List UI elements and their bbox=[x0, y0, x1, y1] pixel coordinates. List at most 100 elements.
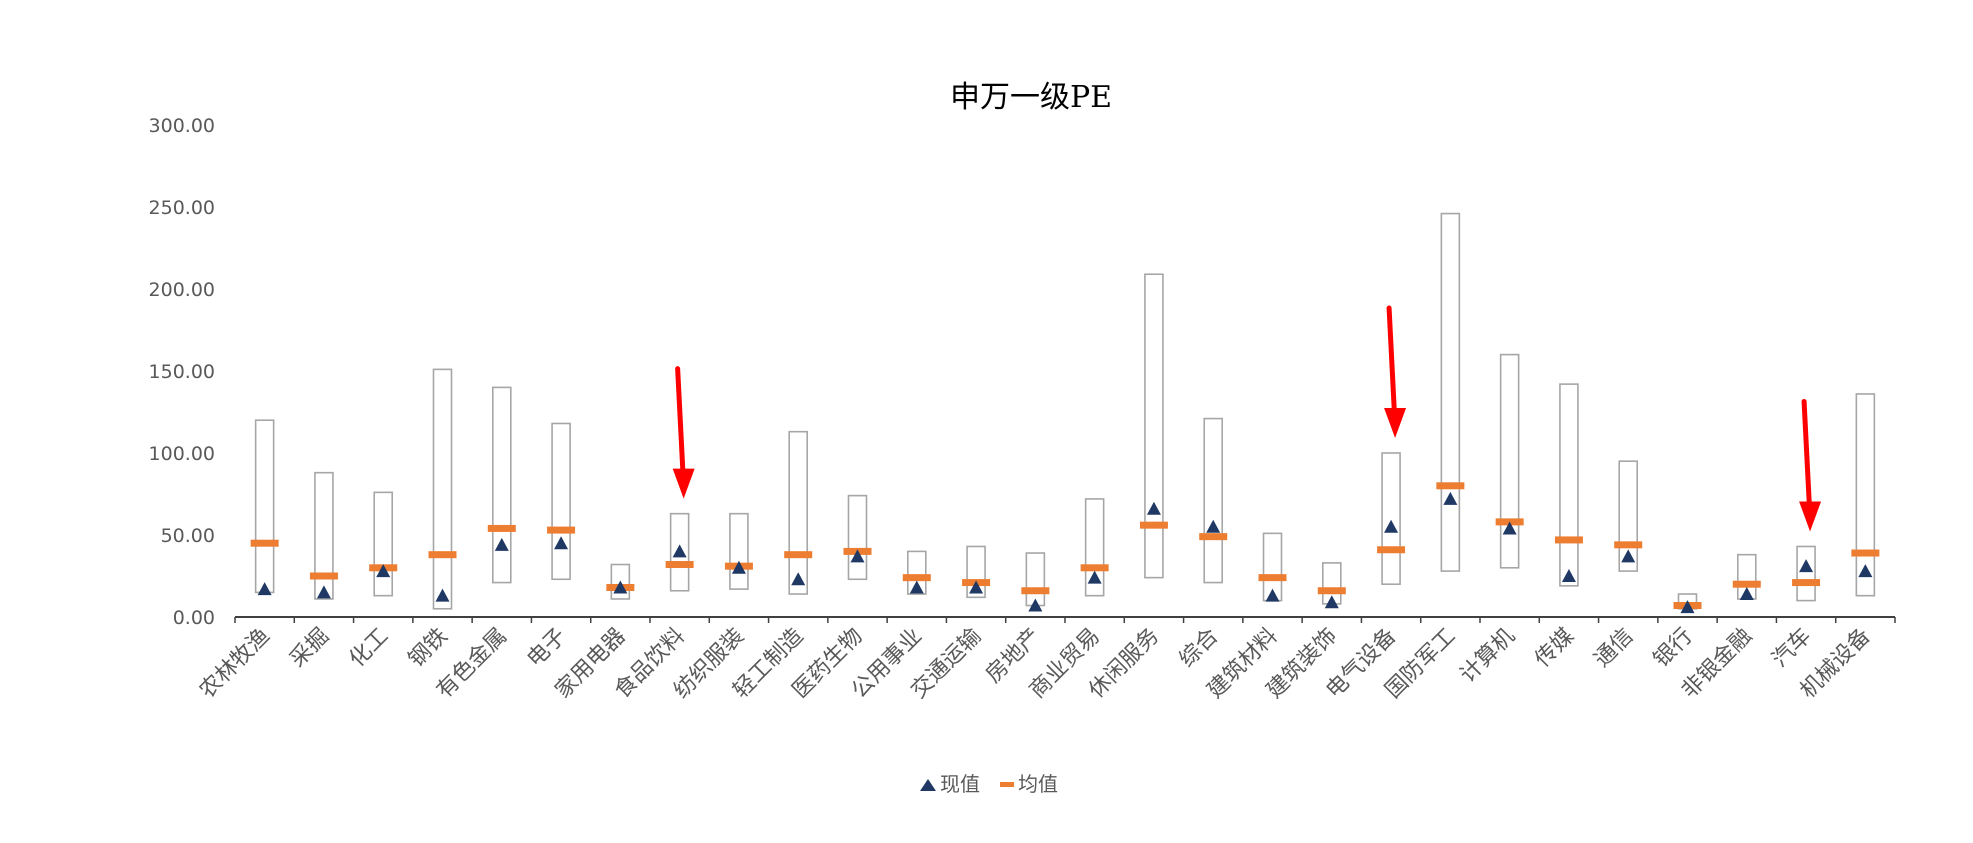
current-marker bbox=[316, 585, 331, 599]
mean-marker bbox=[1021, 587, 1050, 595]
range-box bbox=[373, 491, 394, 597]
current-marker bbox=[1028, 598, 1043, 612]
mean-marker bbox=[1139, 521, 1168, 529]
range-box bbox=[1559, 383, 1579, 587]
range-box bbox=[847, 494, 868, 581]
chart-title: 申万一级PE bbox=[950, 80, 1112, 115]
current-marker bbox=[1384, 519, 1399, 533]
mean-marker bbox=[547, 526, 576, 534]
current-marker bbox=[1739, 587, 1754, 601]
legend-item-mean: 均值 bbox=[1000, 772, 1058, 796]
mean-marker bbox=[1258, 574, 1287, 582]
x-tick-label: 农林牧渔 bbox=[195, 624, 275, 704]
current-marker bbox=[1206, 519, 1221, 533]
y-tick-label: 0.00 bbox=[173, 607, 215, 629]
mean-marker bbox=[1614, 541, 1643, 549]
mean-marker bbox=[1851, 549, 1880, 557]
mean-marker bbox=[250, 539, 279, 547]
current-marker bbox=[909, 580, 924, 594]
range-box bbox=[669, 512, 690, 592]
y-tick-label: 50.00 bbox=[161, 525, 215, 547]
range-box bbox=[966, 545, 986, 599]
x-tick-label: 计算机 bbox=[1456, 624, 1520, 688]
legend-label-mean: 均值 bbox=[1018, 772, 1058, 796]
current-marker bbox=[969, 580, 984, 594]
range-box bbox=[1381, 452, 1401, 585]
mean-marker bbox=[1436, 482, 1465, 490]
highlight-arrow-shaft bbox=[1801, 398, 1813, 512]
range-box bbox=[254, 419, 275, 594]
x-tick-label: 采掘 bbox=[285, 624, 334, 673]
range-box bbox=[1025, 552, 1046, 607]
y-tick-label: 200.00 bbox=[149, 279, 215, 301]
mean-marker bbox=[309, 572, 338, 580]
range-box bbox=[1440, 212, 1461, 572]
range-box bbox=[1144, 273, 1164, 579]
highlight-arrow-head bbox=[1384, 408, 1407, 438]
y-tick-label: 100.00 bbox=[149, 443, 215, 465]
current-marker bbox=[672, 544, 687, 558]
current-marker bbox=[1146, 501, 1161, 515]
y-axis: 0.00 50.00 100.00 150.00 200.00 250.00 300.00 bbox=[149, 115, 215, 629]
range-boxes bbox=[254, 212, 1876, 610]
current-marker bbox=[731, 560, 746, 574]
legend-triangle-marker bbox=[920, 779, 936, 791]
legend-label-current: 现值 bbox=[940, 772, 980, 796]
current-marker bbox=[376, 564, 391, 578]
current-marker bbox=[1502, 521, 1517, 535]
current-marker bbox=[1858, 564, 1873, 578]
range-box bbox=[1855, 393, 1876, 597]
mean-marker bbox=[1792, 579, 1821, 587]
range-box bbox=[610, 563, 631, 600]
highlight-arrow-shaft bbox=[1386, 305, 1398, 419]
range-box bbox=[788, 430, 809, 595]
current-marker bbox=[257, 582, 272, 596]
range-box bbox=[551, 422, 571, 581]
x-tick-label: 钢铁 bbox=[404, 624, 453, 673]
highlight-arrow-shaft bbox=[675, 366, 686, 480]
current-marker bbox=[791, 572, 806, 586]
current-marker bbox=[1561, 569, 1576, 582]
current-marker bbox=[1265, 588, 1280, 602]
current-marker bbox=[1799, 559, 1814, 573]
legend-item-current: 现值 bbox=[920, 772, 980, 796]
mean-markers bbox=[250, 482, 1880, 610]
y-tick-label: 150.00 bbox=[149, 361, 215, 383]
legend: 现值 均值 bbox=[920, 772, 1058, 796]
x-tick-label: 传媒 bbox=[1530, 624, 1579, 673]
x-tick-label: 综合 bbox=[1175, 624, 1224, 673]
highlight-arrows bbox=[672, 305, 1822, 532]
mean-marker bbox=[1732, 580, 1761, 588]
x-tick-label: 电子 bbox=[523, 624, 572, 673]
current-marker bbox=[1621, 549, 1636, 563]
mean-marker bbox=[665, 561, 694, 569]
range-box bbox=[1084, 498, 1105, 597]
range-box bbox=[491, 386, 512, 584]
current-marker bbox=[435, 588, 450, 602]
current-marker bbox=[494, 537, 509, 551]
mean-marker bbox=[784, 551, 813, 559]
range-box bbox=[729, 512, 749, 590]
mean-marker bbox=[1080, 564, 1109, 572]
y-tick-label: 300.00 bbox=[149, 115, 215, 137]
current-marker bbox=[1443, 491, 1458, 505]
y-tick-label: 250.00 bbox=[149, 197, 215, 219]
range-box bbox=[1796, 545, 1816, 602]
x-tick-label: 通信 bbox=[1590, 624, 1639, 673]
x-tick-label: 化工 bbox=[345, 624, 394, 673]
mean-marker bbox=[1317, 587, 1346, 595]
current-marker bbox=[1087, 570, 1102, 584]
range-box bbox=[1499, 353, 1520, 569]
mean-marker bbox=[428, 551, 457, 559]
highlight-arrow-head bbox=[672, 468, 695, 499]
mean-marker bbox=[1554, 536, 1583, 544]
range-box bbox=[1618, 460, 1639, 572]
x-tick-label: 银行 bbox=[1649, 624, 1698, 673]
current-marker bbox=[850, 549, 865, 563]
range-box bbox=[314, 471, 334, 600]
mean-marker bbox=[1199, 533, 1228, 541]
range-box bbox=[906, 550, 927, 595]
x-tick-label: 汽车 bbox=[1768, 624, 1817, 673]
